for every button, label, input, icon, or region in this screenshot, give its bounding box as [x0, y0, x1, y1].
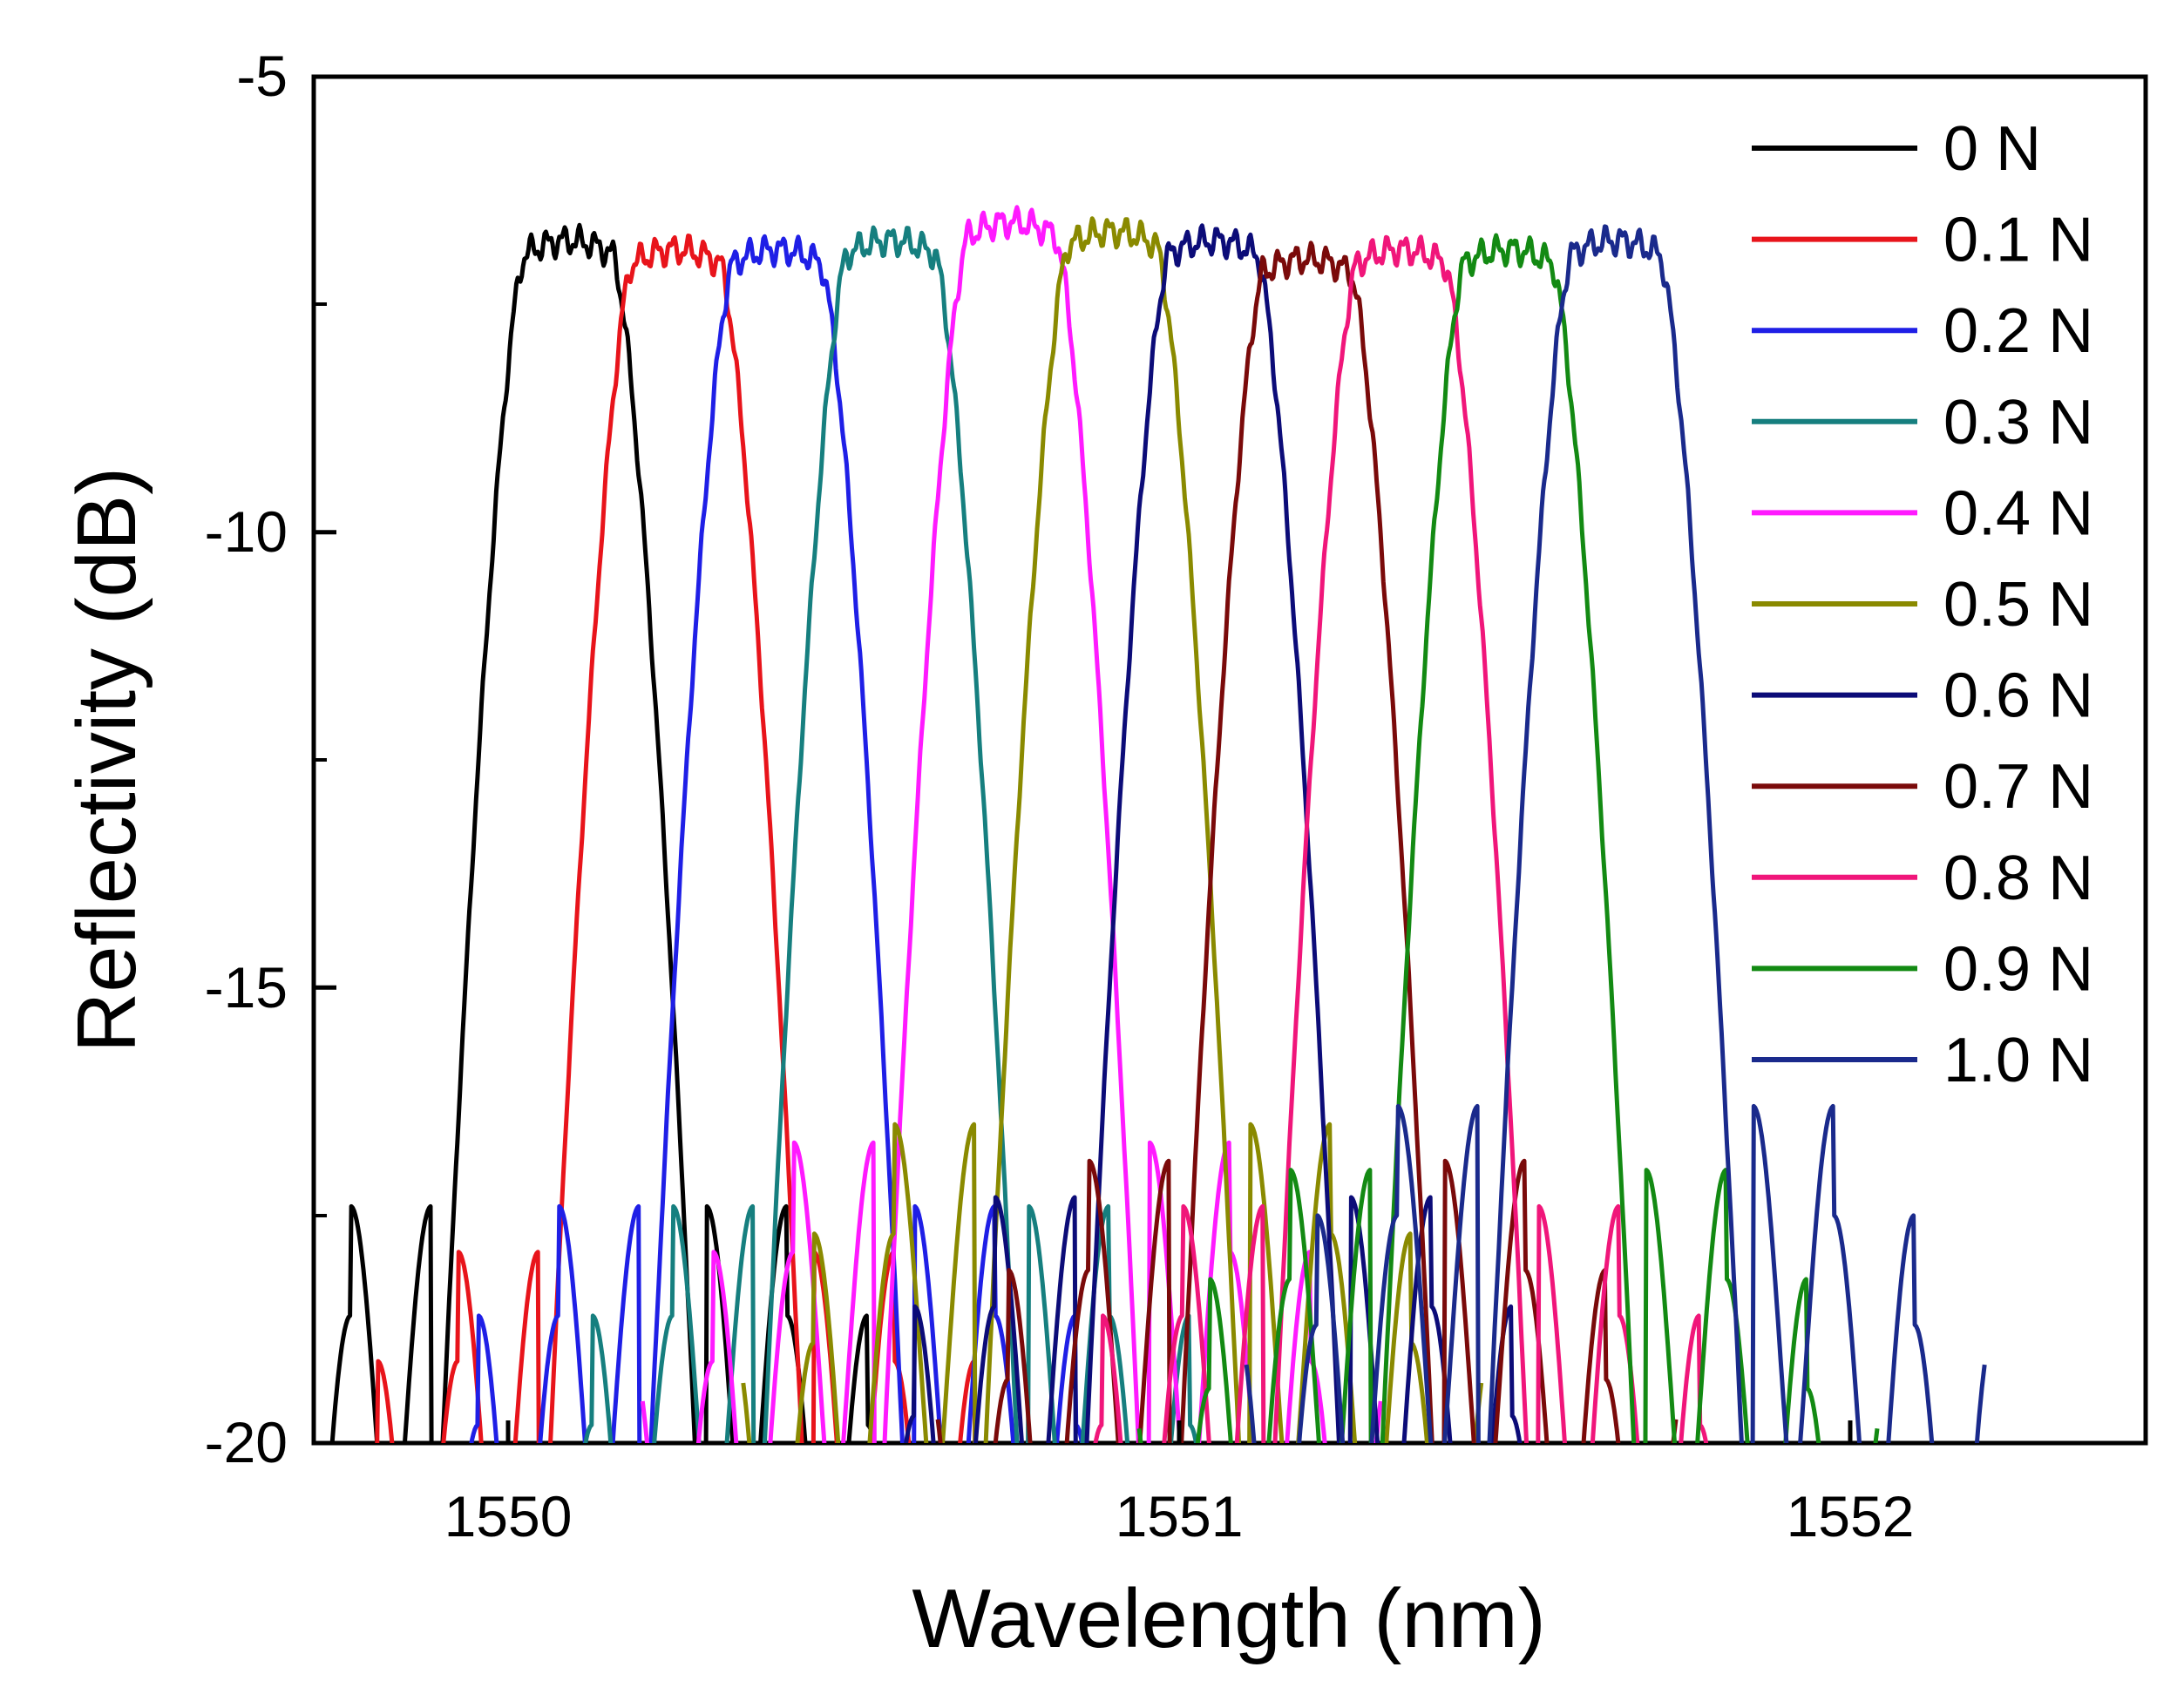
series-group: [329, 205, 1987, 1443]
x-axis-title: Wavelength (nm): [912, 1572, 1545, 1665]
legend-label: 0.9 N: [1943, 934, 2093, 1004]
series-line-0-6-N: [904, 223, 1523, 1443]
series-line-0-7-N: [935, 241, 1679, 1443]
series-line-0-9-N: [1136, 233, 1880, 1443]
x-tick-label: 1550: [444, 1484, 573, 1549]
legend: 0 N 0.1 N 0.2 N 0.3 N 0.4 N 0.5 N 0.6 N 0.7 N 0.…: [1752, 114, 2093, 1095]
y-tick-label: -20: [205, 1410, 288, 1474]
y-tick-label: -15: [205, 955, 288, 1020]
legend-label: 0.5 N: [1943, 570, 2093, 640]
series-line-0-1-N: [375, 234, 978, 1443]
legend-label: 1.0 N: [1943, 1026, 2093, 1095]
legend-label: 0.8 N: [1943, 844, 2093, 913]
x-tick-label: 1551: [1116, 1484, 1244, 1549]
legend-label: 0.1 N: [1943, 206, 2093, 275]
legend-label: 0.6 N: [1943, 661, 2093, 731]
legend-label: 0.3 N: [1943, 388, 2093, 457]
x-tick-label: 1552: [1787, 1484, 1915, 1549]
series-line-0-3-N: [583, 225, 1199, 1443]
series-line-0-2-N: [469, 234, 1085, 1443]
y-tick-label: -10: [205, 499, 288, 564]
legend-label: 0.7 N: [1943, 752, 2093, 822]
series-line-0-4-N: [640, 205, 1383, 1443]
series-line-0-8-N: [1093, 234, 1709, 1443]
legend-label: 0 N: [1943, 114, 2041, 184]
legend-label: 0.4 N: [1943, 478, 2093, 548]
legend-label: 0.2 N: [1943, 296, 2093, 366]
y-tick-label: -5: [236, 44, 288, 108]
series-line-1-0-N: [1244, 224, 1987, 1443]
series-line-0-5-N: [741, 216, 1484, 1443]
y-axis-title: Reflectivity (dB): [60, 467, 153, 1053]
series-line-0-N: [329, 222, 877, 1443]
